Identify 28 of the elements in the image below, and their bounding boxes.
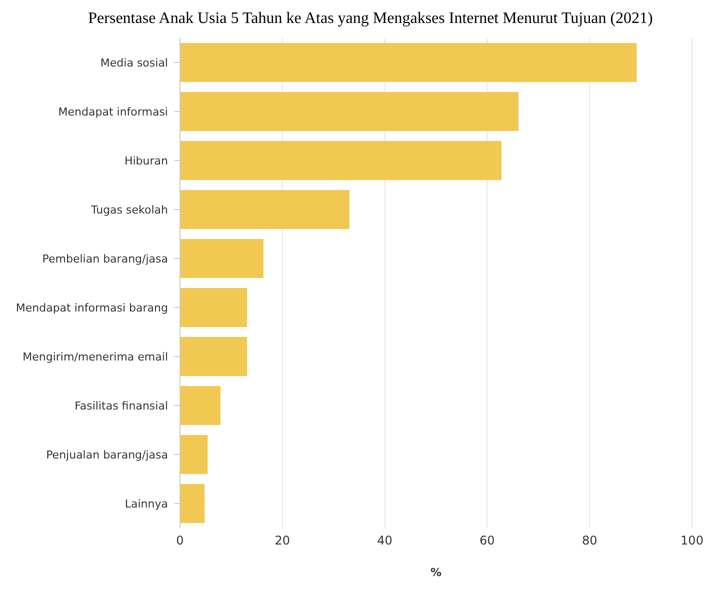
y-tick-label: Mendapat informasi barang (16, 302, 168, 314)
bar (180, 190, 350, 229)
bar (180, 239, 264, 278)
bar (180, 288, 248, 327)
bar (180, 141, 502, 180)
y-tick-label: Tugas sekolah (90, 204, 168, 216)
bar (180, 484, 205, 523)
x-tick-label: 80 (582, 534, 598, 548)
bar (180, 43, 637, 82)
x-axis-title: % (430, 566, 442, 579)
bar (180, 92, 518, 131)
bar (180, 386, 220, 425)
y-tick-label: Penjualan barang/jasa (46, 448, 168, 462)
x-tick-label: 60 (480, 534, 495, 548)
y-tick-label: Pembelian barang/jasa (42, 252, 168, 266)
x-tick-label: 100 (680, 534, 704, 548)
y-tick-label: Mengirim/menerima email (22, 350, 168, 364)
chart-title: Persentase Anak Usia 5 Tahun ke Atas yang Mengakses Internet Menurut Tujuan (2021) (87, 9, 654, 29)
bar (180, 337, 248, 376)
x-tick-label: 0 (176, 534, 184, 548)
x-tick-label: 20 (274, 534, 290, 548)
y-tick-label: Hiburan (124, 154, 168, 168)
y-tick-label: Lainnya (124, 498, 168, 510)
y-tick-label: Fasilitas finansial (74, 400, 168, 412)
x-tick-label: 40 (377, 534, 392, 548)
y-tick-label: Media sosial (100, 56, 168, 70)
y-tick-label: Mendapat informasi (58, 106, 168, 118)
bar (180, 435, 208, 474)
